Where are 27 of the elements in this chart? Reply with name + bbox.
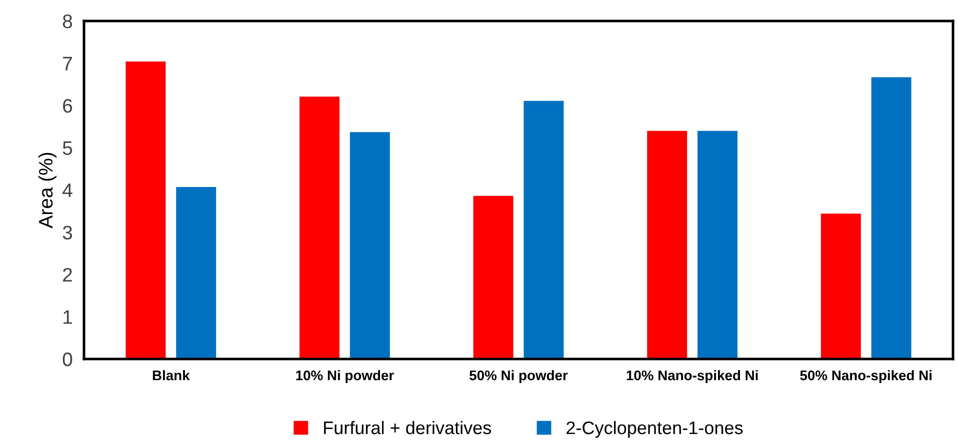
y-tick-label: 1 bbox=[64, 310, 72, 324]
bar bbox=[698, 130, 738, 359]
y-tick-label: 6 bbox=[63, 98, 72, 113]
bar bbox=[647, 130, 688, 359]
x-tick-label: Blank bbox=[152, 370, 190, 380]
x-tick-label: 10% Ni powder bbox=[296, 370, 394, 384]
y-tick-label: 8 bbox=[62, 14, 72, 28]
legend-label: 2-Cyclopenten-1-ones bbox=[566, 420, 743, 438]
y-axis-title: Area (%) bbox=[38, 152, 57, 228]
y-tick-label: 5 bbox=[62, 141, 72, 155]
y-tick-label: 0 bbox=[62, 352, 72, 366]
legend-label: Furfural + derivatives bbox=[324, 420, 492, 434]
bar bbox=[300, 96, 340, 359]
bar bbox=[176, 187, 216, 359]
bar bbox=[820, 214, 861, 359]
y-tick-label: 3 bbox=[62, 226, 72, 240]
bar bbox=[524, 100, 564, 359]
y-tick-label: 7 bbox=[63, 56, 72, 70]
x-tick-label: 50% Nano-spiked Ni bbox=[800, 370, 932, 384]
x-tick-label: 50% Ni powder bbox=[470, 370, 568, 384]
bar bbox=[473, 196, 514, 359]
y-tick-label: 2 bbox=[63, 268, 72, 282]
bar bbox=[871, 77, 912, 359]
y-tick-label: 4 bbox=[62, 184, 72, 198]
bar bbox=[350, 132, 390, 359]
x-tick-label: 10% Nano-spiked Ni bbox=[626, 370, 758, 384]
bar bbox=[126, 62, 166, 359]
